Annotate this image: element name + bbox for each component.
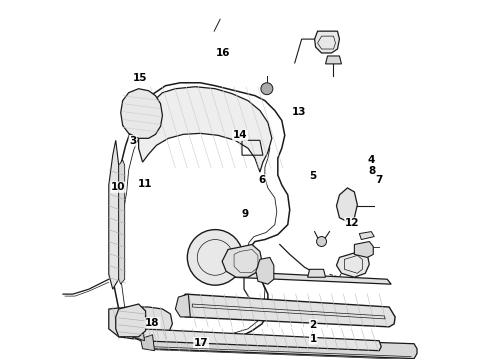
Polygon shape <box>121 89 163 138</box>
Text: 15: 15 <box>133 73 147 83</box>
Text: 18: 18 <box>145 318 160 328</box>
Polygon shape <box>131 329 145 341</box>
Polygon shape <box>143 335 417 359</box>
Polygon shape <box>178 294 395 327</box>
Polygon shape <box>337 251 369 277</box>
Polygon shape <box>337 188 357 222</box>
Text: 5: 5 <box>310 171 317 181</box>
Circle shape <box>317 237 326 247</box>
Text: 8: 8 <box>368 166 375 176</box>
Text: 13: 13 <box>292 107 306 117</box>
Text: 12: 12 <box>345 218 360 228</box>
Polygon shape <box>222 244 262 277</box>
Text: 1: 1 <box>310 334 317 344</box>
Text: 10: 10 <box>111 182 125 192</box>
Text: 14: 14 <box>233 130 247 140</box>
Text: 4: 4 <box>368 156 375 165</box>
Polygon shape <box>109 140 119 289</box>
Text: 7: 7 <box>375 175 383 185</box>
Polygon shape <box>230 271 391 284</box>
Polygon shape <box>315 31 340 53</box>
Polygon shape <box>359 231 374 239</box>
Polygon shape <box>141 335 154 351</box>
Polygon shape <box>133 329 381 351</box>
Polygon shape <box>308 269 325 277</box>
Text: 3: 3 <box>129 136 137 146</box>
Polygon shape <box>175 294 190 317</box>
Polygon shape <box>256 257 274 284</box>
Polygon shape <box>119 160 124 284</box>
Polygon shape <box>354 242 373 257</box>
Text: 6: 6 <box>258 175 266 185</box>
Text: 17: 17 <box>194 338 208 347</box>
Text: 16: 16 <box>216 48 230 58</box>
Polygon shape <box>116 304 146 337</box>
Text: 9: 9 <box>242 209 248 219</box>
Polygon shape <box>139 87 272 172</box>
Text: 11: 11 <box>138 179 152 189</box>
Text: 2: 2 <box>310 320 317 330</box>
Circle shape <box>187 230 243 285</box>
Polygon shape <box>109 307 172 339</box>
Polygon shape <box>325 56 342 64</box>
Circle shape <box>261 83 273 95</box>
